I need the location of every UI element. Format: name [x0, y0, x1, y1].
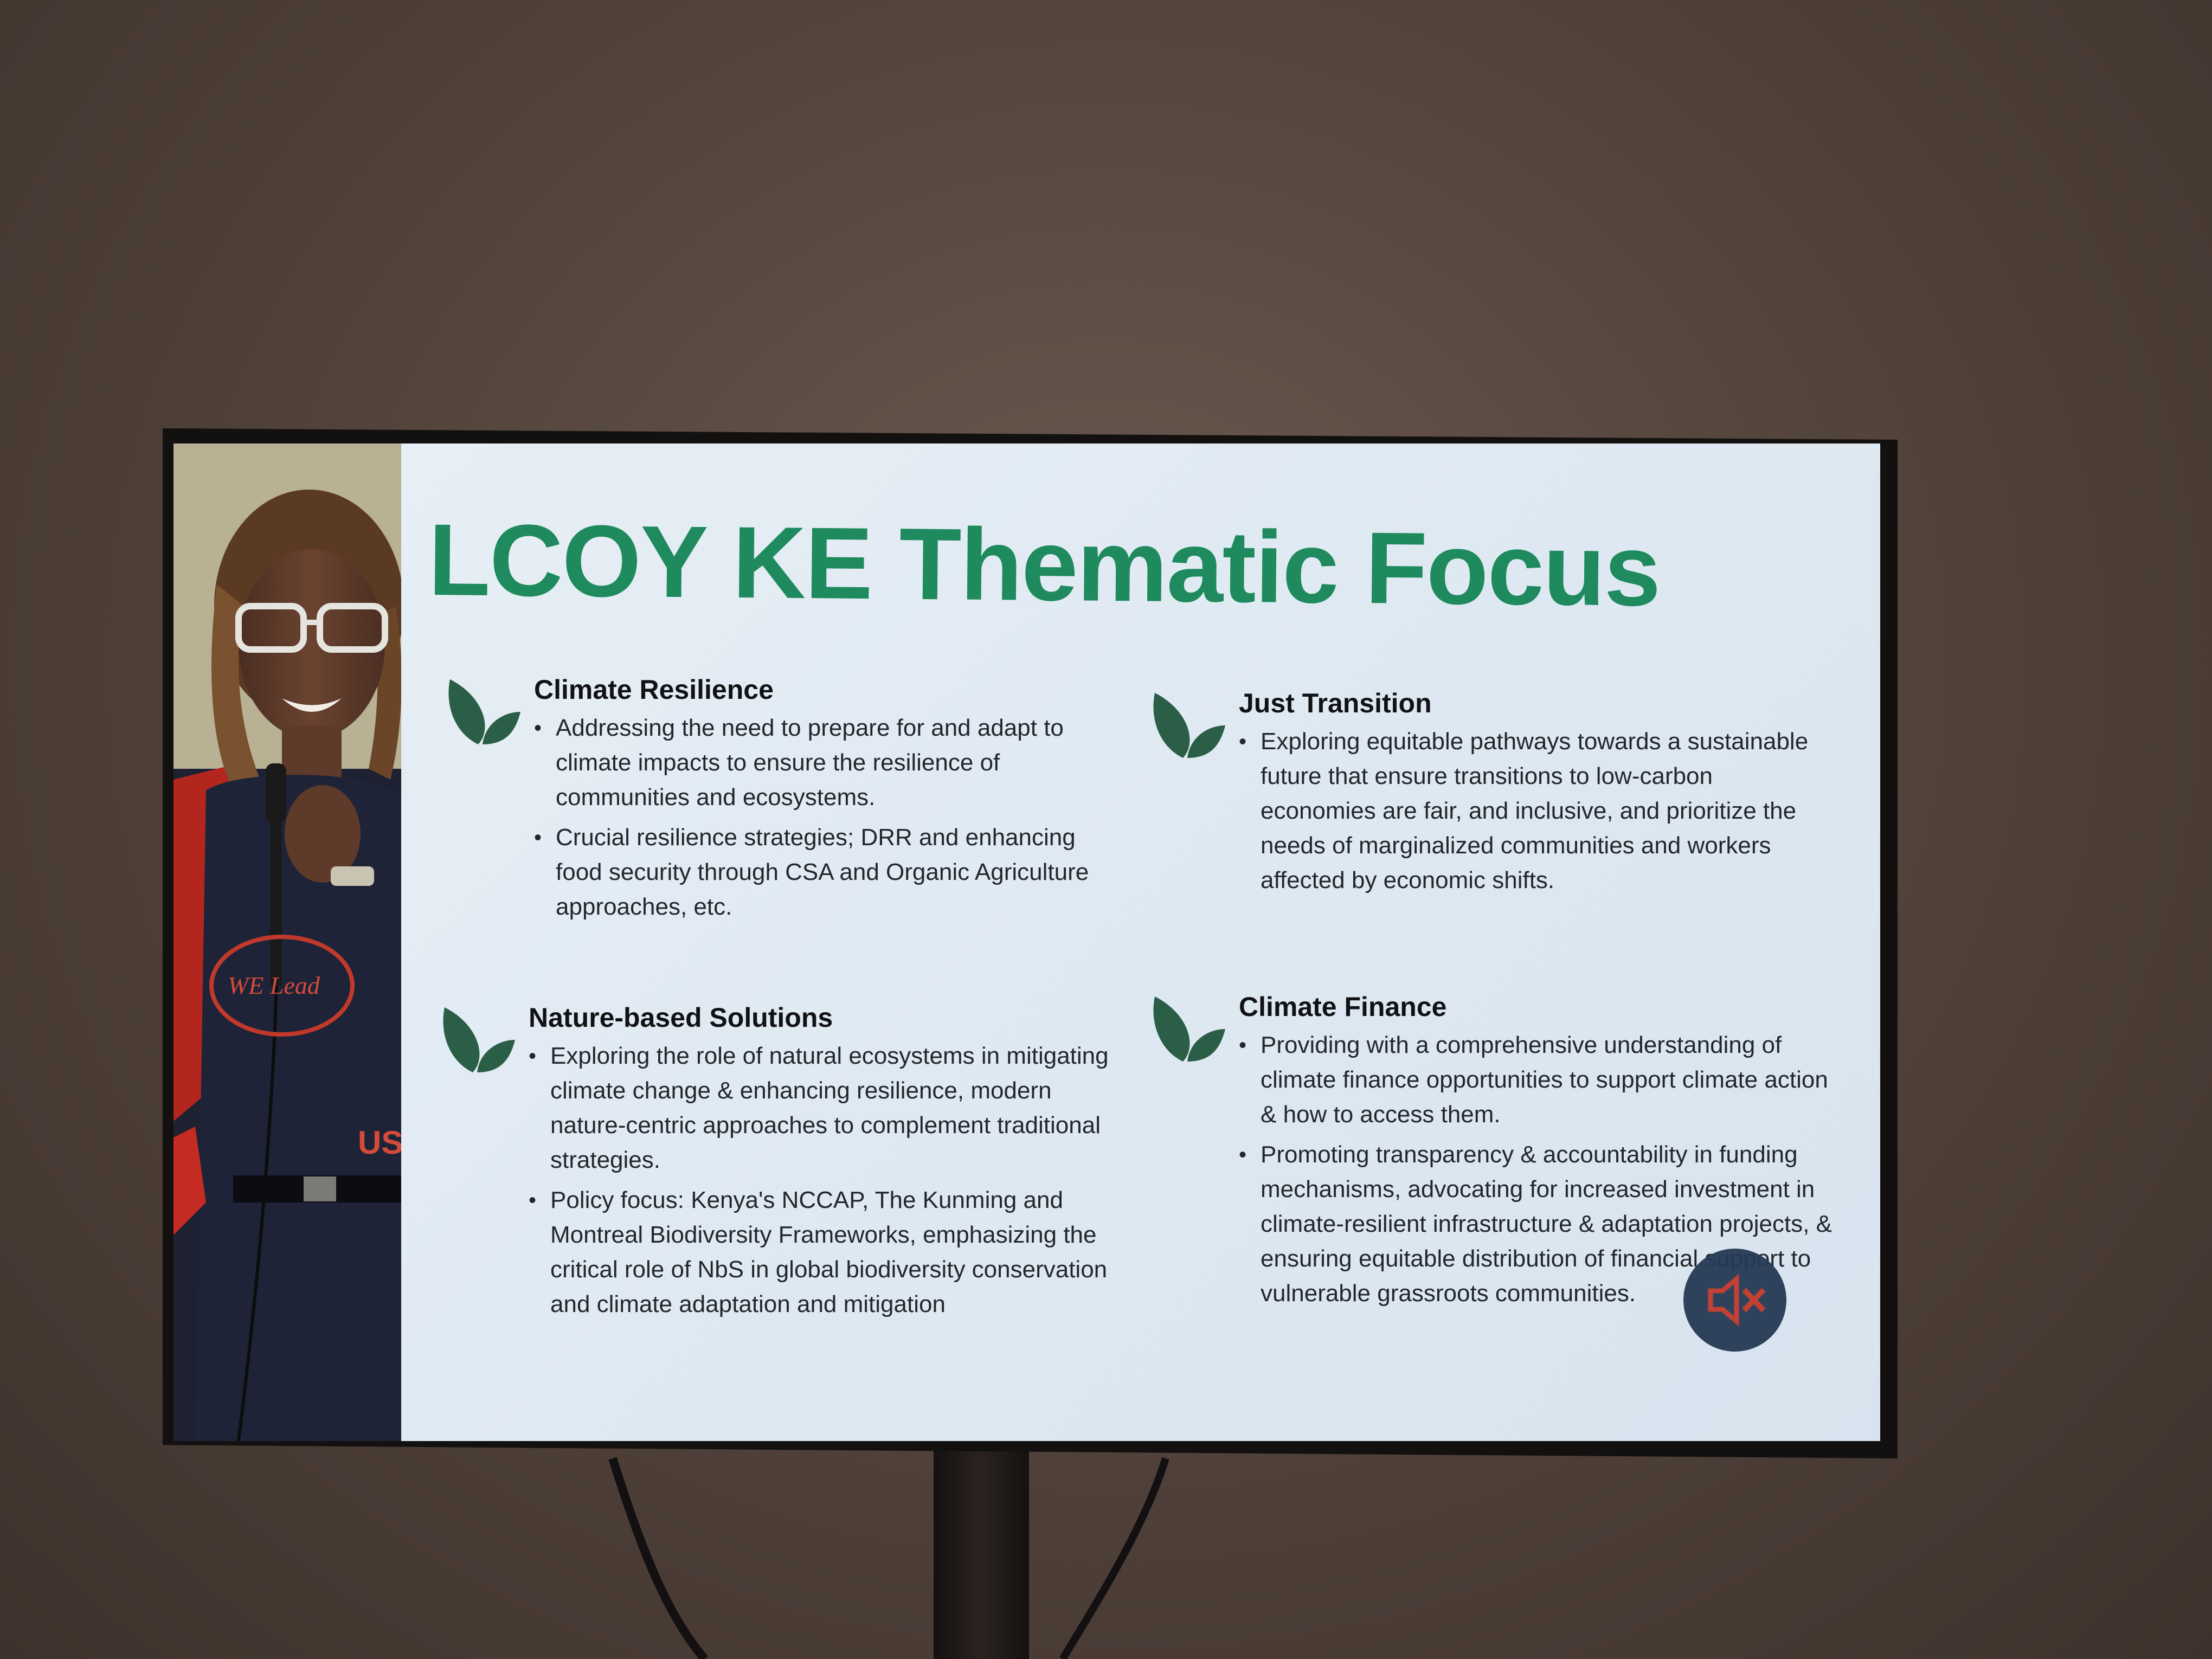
bullet-item: Exploring the role of natural ecosystems… [529, 1039, 1111, 1178]
leaf-icon [1153, 693, 1225, 758]
bullet-item: Exploring equitable pathways towards a s… [1239, 724, 1832, 898]
section-heading: Climate Finance [1239, 992, 1447, 1022]
tv-stand [934, 1437, 1029, 1659]
slide-title: LCOY KE Thematic Focus [428, 503, 1661, 627]
presentation-slide: WE Lead US LCOY KE Thematic Focus Climat… [173, 443, 1880, 1441]
speaker-photo: WE Lead US [173, 443, 401, 1441]
bullet-item: Providing with a comprehensive understan… [1239, 1028, 1841, 1132]
bullet-item: Promoting transparency & accountability … [1239, 1137, 1841, 1311]
section-heading: Climate Resilience [534, 674, 774, 705]
speaker-muted-icon [1708, 1274, 1766, 1327]
mute-indicator[interactable] [1683, 1249, 1786, 1352]
shirt-print-bottom: US [358, 1124, 401, 1161]
shirt-print-top: WE Lead [228, 972, 320, 999]
bullet-item: Addressing the need to prepare for and a… [534, 711, 1111, 815]
section-heading: Just Transition [1239, 688, 1432, 718]
leaf-icon [448, 679, 520, 744]
bullet-item: Crucial resilience strategies; DRR and e… [534, 820, 1111, 924]
bullet-list: Exploring the role of natural ecosystems… [529, 1039, 1111, 1327]
bullet-item: Policy focus: Kenya's NCCAP, The Kunming… [529, 1183, 1111, 1322]
leaf-icon [1153, 996, 1225, 1062]
section-heading: Nature-based Solutions [529, 1002, 833, 1033]
bullet-list: Exploring equitable pathways towards a s… [1239, 724, 1832, 903]
leaf-icon [443, 1007, 515, 1072]
bullet-list: Providing with a comprehensive understan… [1239, 1028, 1841, 1316]
tv-monitor: WE Lead US LCOY KE Thematic Focus Climat… [163, 428, 1898, 1458]
bullet-list: Addressing the need to prepare for and a… [534, 711, 1111, 930]
